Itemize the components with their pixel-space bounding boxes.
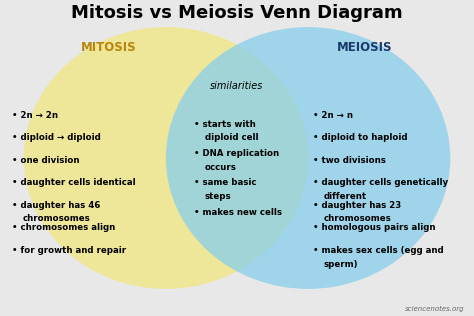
Text: chromosomes: chromosomes (22, 215, 90, 223)
Text: • for growth and repair: • for growth and repair (12, 246, 126, 255)
Text: • daughter has 23: • daughter has 23 (313, 201, 401, 210)
Text: MITOSIS: MITOSIS (81, 41, 137, 54)
Text: • DNA replication: • DNA replication (194, 149, 280, 158)
Text: Mitosis vs Meiosis Venn Diagram: Mitosis vs Meiosis Venn Diagram (71, 4, 403, 21)
Text: • makes new cells: • makes new cells (194, 208, 283, 217)
Ellipse shape (166, 27, 450, 289)
Text: • 2n → n: • 2n → n (313, 111, 353, 119)
Text: • homologous pairs align: • homologous pairs align (313, 223, 435, 233)
Text: • starts with: • starts with (194, 120, 256, 129)
Text: • daughter cells genetically: • daughter cells genetically (313, 178, 448, 187)
Text: • one division: • one division (12, 156, 79, 165)
Text: MEIOSIS: MEIOSIS (337, 41, 393, 54)
Text: • two divisions: • two divisions (313, 156, 386, 165)
Text: occurs: occurs (205, 162, 237, 172)
Text: sperm): sperm) (323, 259, 358, 269)
Text: • 2n → 2n: • 2n → 2n (12, 111, 58, 119)
Text: steps: steps (205, 192, 231, 201)
Text: • daughter has 46: • daughter has 46 (12, 201, 100, 210)
Text: chromosomes: chromosomes (323, 215, 391, 223)
Text: • same basic: • same basic (194, 178, 257, 187)
Text: • diploid to haploid: • diploid to haploid (313, 133, 407, 142)
Ellipse shape (24, 27, 308, 289)
Text: • chromosomes align: • chromosomes align (12, 223, 115, 233)
Text: • diploid → diploid: • diploid → diploid (12, 133, 100, 142)
Text: different: different (323, 192, 366, 201)
Text: similarities: similarities (210, 81, 264, 91)
Text: • daughter cells identical: • daughter cells identical (12, 178, 136, 187)
Text: diploid cell: diploid cell (205, 133, 258, 142)
Text: • makes sex cells (egg and: • makes sex cells (egg and (313, 246, 444, 255)
Text: sciencenotes.org: sciencenotes.org (405, 306, 465, 313)
